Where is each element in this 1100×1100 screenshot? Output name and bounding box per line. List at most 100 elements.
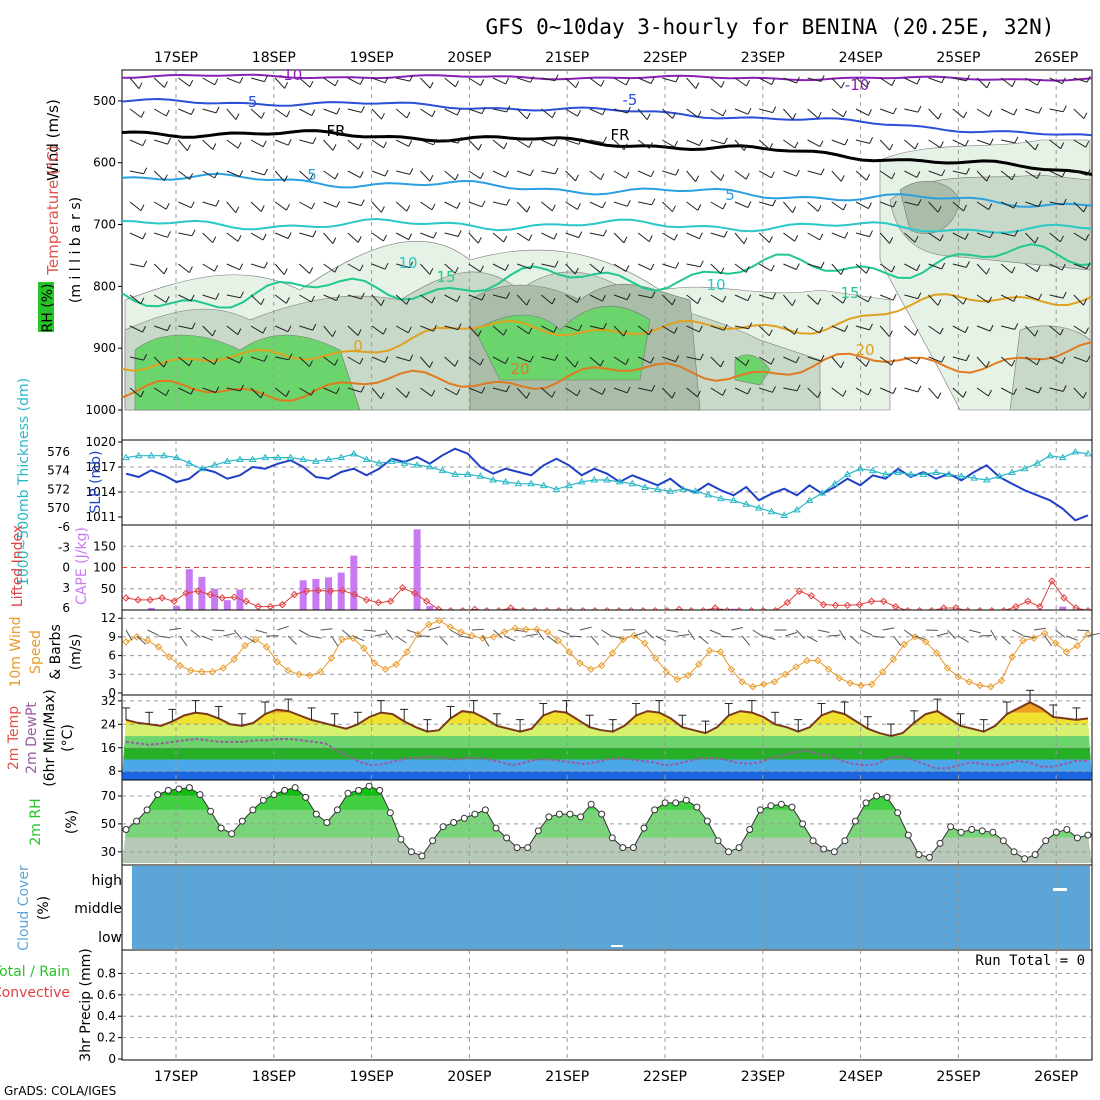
wind-barb — [153, 263, 165, 275]
wind-barb-flag — [505, 77, 510, 85]
wind-barb — [178, 325, 193, 330]
wind-barb — [299, 294, 312, 303]
wind10-barb — [817, 629, 830, 633]
wind-barb — [420, 325, 434, 332]
wind-barb — [371, 108, 382, 120]
wind-barb-flag — [889, 143, 894, 151]
wind-barb — [371, 356, 386, 363]
wind-barb — [323, 201, 337, 208]
wind-barb-flag — [914, 329, 919, 336]
rh-point — [577, 813, 585, 821]
wind-barb-flag — [456, 388, 461, 396]
rh-point — [323, 819, 331, 826]
wind-barb-flag — [551, 390, 556, 398]
wind-barb — [299, 232, 314, 238]
wind-barb-flag — [457, 230, 462, 237]
wind-barb — [904, 77, 918, 85]
wind-barb — [492, 139, 505, 150]
rh-shade — [134, 334, 361, 411]
wind10-barb — [482, 635, 490, 647]
rh-point — [725, 848, 733, 856]
wind-barb-flag — [891, 358, 895, 366]
wind-speed-point — [435, 617, 444, 625]
wind-barb-flag — [648, 142, 653, 149]
wind-barb — [928, 356, 942, 363]
wind-barb — [904, 325, 916, 336]
wind10-barb — [666, 629, 679, 633]
wind-barb — [1025, 325, 1036, 337]
wind-barb-flag — [939, 327, 944, 335]
wind-speed-point — [489, 633, 498, 641]
wind-barb-flag — [383, 234, 387, 242]
wind-speed-point — [792, 663, 800, 671]
wind-barb — [613, 356, 626, 366]
wind-barb — [686, 77, 697, 89]
thickness-point — [982, 476, 991, 483]
wind-barb — [420, 108, 433, 118]
wind-barb — [976, 387, 989, 397]
wind-barb-flag — [191, 229, 196, 236]
wind-barb-flag — [239, 76, 244, 84]
tick-label: 700 — [93, 218, 116, 232]
li-point — [867, 597, 876, 605]
wind-barb — [662, 232, 675, 241]
wind-barb — [734, 139, 745, 151]
wind-barb — [880, 108, 894, 115]
wind10-barb — [1044, 635, 1053, 647]
wind-barb-flag — [406, 204, 411, 212]
wind-speed-point — [316, 668, 325, 676]
wind-barb-flag — [869, 137, 874, 144]
wind-barb — [371, 201, 382, 213]
wind-barb-flag — [576, 296, 581, 303]
wind-barb — [274, 201, 287, 211]
wind-barb-flag — [1085, 140, 1090, 148]
wind10-barb — [450, 629, 461, 637]
wind-barb — [444, 263, 456, 274]
precip-plot: 0.8 0.6 0.4 0.2 0 — [97, 950, 1092, 1066]
rh-point — [629, 844, 637, 852]
wind-barb — [395, 201, 408, 212]
rh-point — [894, 809, 902, 817]
rh-label-box — [38, 282, 54, 332]
wind-barb — [710, 77, 722, 88]
wind-barb-flag — [578, 231, 583, 238]
wind-barb — [807, 139, 821, 148]
wind-barb — [517, 356, 531, 363]
cape-bar — [236, 589, 244, 610]
wind-barb-flag — [819, 140, 824, 147]
wind-barb — [323, 325, 333, 338]
rh-point — [344, 789, 352, 797]
thickness-point — [514, 479, 523, 487]
wind-barb — [250, 170, 265, 176]
wind-barb-flag — [720, 360, 725, 368]
wind-barb — [1073, 232, 1086, 241]
wind-speed-point — [716, 648, 725, 656]
wind-barb — [153, 201, 167, 210]
wind-barb — [420, 139, 434, 146]
rh-point — [566, 810, 574, 818]
wind-barb-flag — [311, 202, 316, 210]
wind-barb — [396, 170, 410, 175]
wind-barb-flag — [868, 109, 872, 116]
wind-barb — [396, 356, 410, 362]
wind-speed-point — [143, 636, 152, 645]
wind10-barb — [655, 635, 667, 642]
wind-barb — [686, 356, 701, 361]
wind-barb — [541, 108, 553, 118]
wind-barb — [613, 139, 625, 151]
li-point — [122, 594, 130, 602]
wind-barb — [395, 139, 409, 147]
tick-label: 500 — [93, 94, 116, 108]
wind-barb-flag — [651, 198, 656, 205]
date-label-bottom: 21SEP — [545, 1069, 589, 1085]
cape-tick: 50 — [101, 582, 116, 596]
wind-barb — [1049, 325, 1061, 336]
rh-point — [503, 834, 511, 842]
rh-point — [133, 817, 141, 825]
wind-speed-point — [705, 646, 714, 655]
thickness-point — [704, 490, 713, 498]
wind-barb — [686, 294, 698, 304]
rh-point — [143, 806, 151, 814]
wind-barb-flag — [986, 174, 991, 182]
wind-barb — [710, 108, 724, 117]
